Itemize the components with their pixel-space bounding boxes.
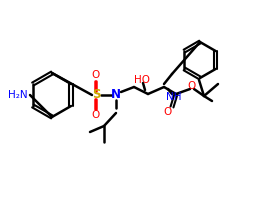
Text: NH: NH [166,92,182,102]
Text: S: S [92,88,100,102]
Text: H₂N: H₂N [8,90,28,100]
Text: O: O [92,70,100,80]
Text: O: O [188,81,196,91]
Text: O: O [163,107,171,117]
Text: N: N [111,88,121,102]
Text: HO: HO [134,75,150,85]
Text: O: O [92,110,100,120]
